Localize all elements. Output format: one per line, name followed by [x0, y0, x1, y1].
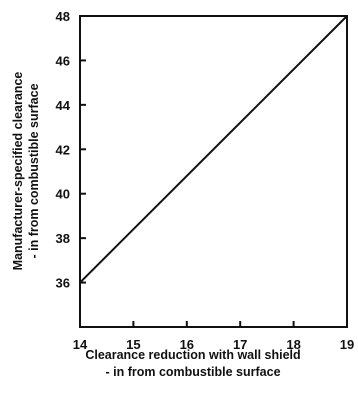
x-tick-label-19: 19	[340, 337, 354, 352]
series-group	[79, 15, 348, 284]
reference-lines	[80, 15, 348, 327]
x-tick-label-16: 16	[180, 337, 194, 352]
series-line-0	[79, 15, 348, 284]
x-tick-label-14: 14	[73, 337, 88, 352]
y-axis-label-line-2: - in from combustible surface	[27, 83, 41, 258]
x-ticks: 14 15 16 17 18 19	[73, 321, 354, 352]
y-tick-label-44: 44	[56, 98, 71, 113]
plot-frame	[79, 15, 348, 328]
x-tick-label-15: 15	[126, 337, 140, 352]
x-axis-label-line-2: - in from combustible surface	[105, 365, 280, 379]
y-tick-label-40: 40	[56, 187, 70, 202]
y-tick-label-46: 46	[56, 53, 70, 68]
y-tick-label-36: 36	[56, 276, 70, 291]
x-axis-label-line-1: Clearance reduction with wall shield	[85, 348, 300, 362]
y-axis-label-line-1: Manufacturer-specified clearance	[11, 72, 25, 271]
y-tick-label-38: 38	[56, 231, 70, 246]
x-tick-label-17: 17	[233, 337, 247, 352]
y-ticks: 36 38 40 42 44 46 48	[56, 9, 86, 291]
y-tick-label-48: 48	[56, 9, 70, 24]
x-tick-label-18: 18	[286, 337, 300, 352]
y-tick-label-42: 42	[56, 142, 70, 157]
y-axis-label: Manufacturer-specified clearance - in fr…	[11, 72, 41, 271]
